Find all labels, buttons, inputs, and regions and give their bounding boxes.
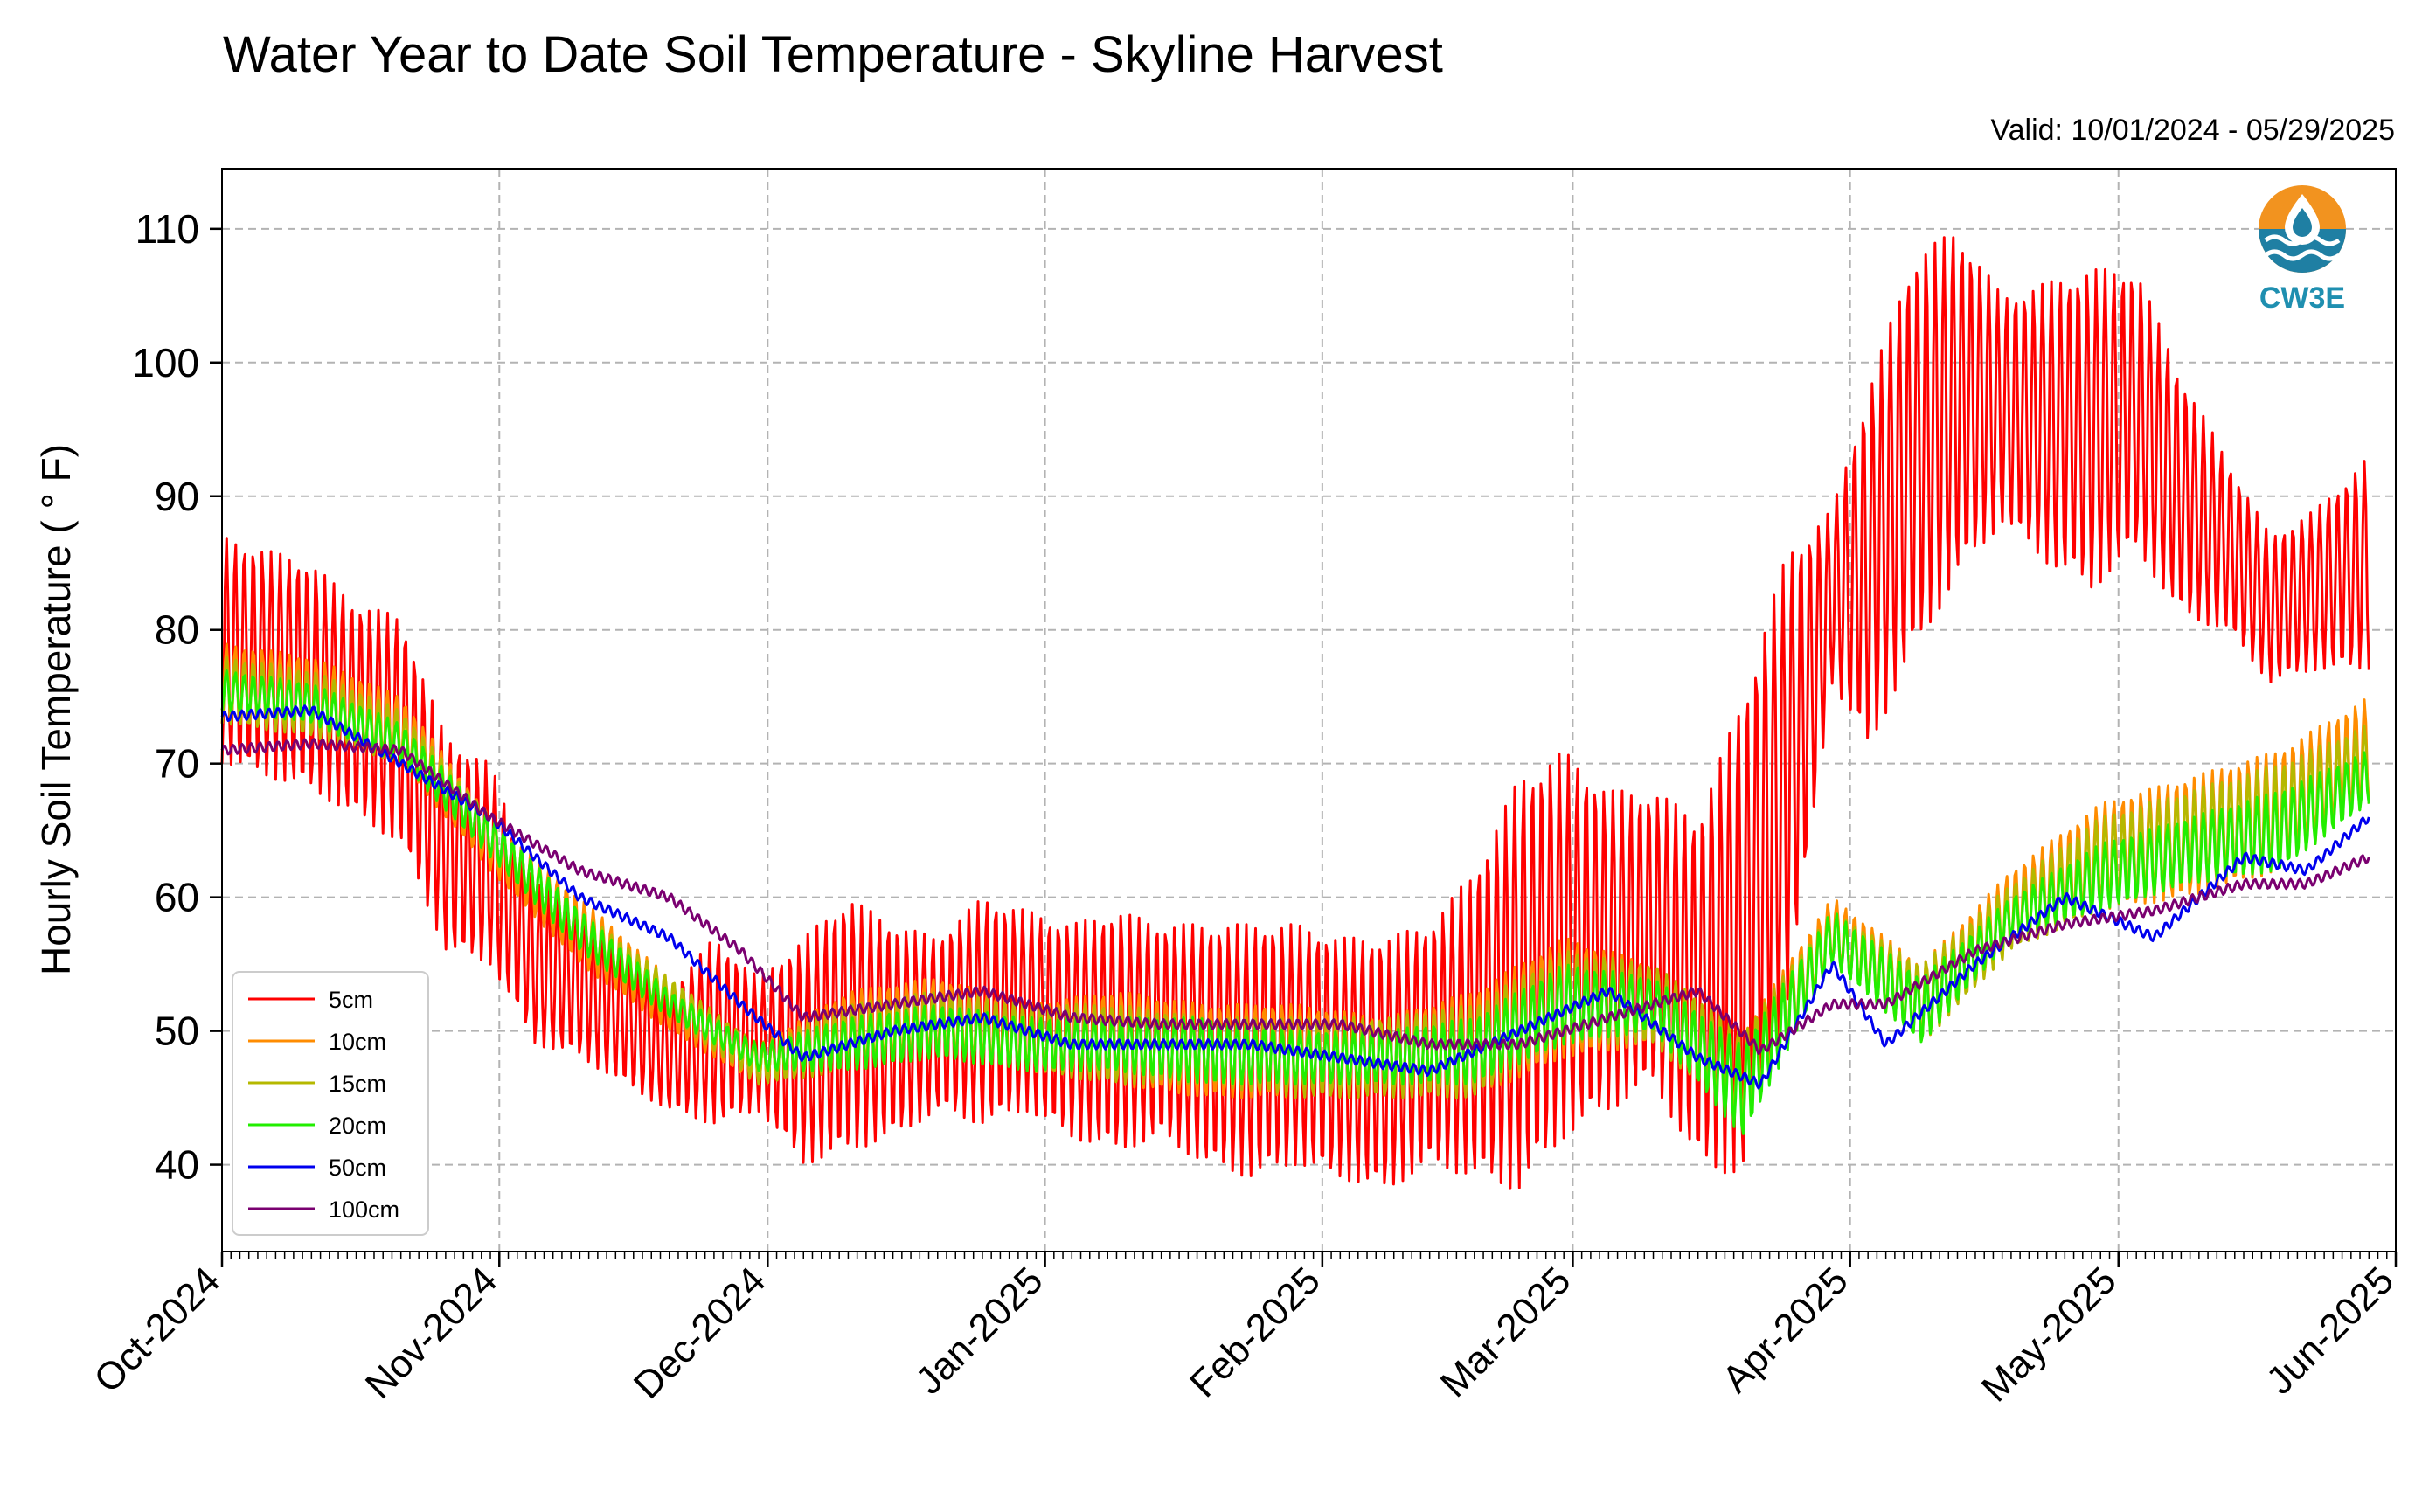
- series-line-5cm: [220, 236, 2370, 1190]
- chart-title: Water Year to Date Soil Temperature - Sk…: [223, 26, 1443, 83]
- series-line-20cm: [220, 669, 2370, 1135]
- y-tick-label: 90: [155, 474, 199, 519]
- x-tick-label: Dec-2024: [626, 1259, 774, 1407]
- legend-label-20cm: 20cm: [329, 1113, 386, 1139]
- legend-label-50cm: 50cm: [329, 1155, 386, 1181]
- x-tick-label: Jun-2025: [2259, 1259, 2402, 1402]
- y-tick-label: 110: [135, 206, 199, 252]
- x-tick-label: Oct-2024: [86, 1259, 228, 1401]
- legend: 5cm 10cm 15cm 20cm 50cm 100cm: [232, 971, 429, 1236]
- plot-frame: [221, 168, 2397, 1252]
- logo-text: CW3E: [2259, 281, 2345, 315]
- x-tick-label: Apr-2025: [1714, 1259, 1856, 1401]
- y-tick-label: 50: [155, 1009, 199, 1054]
- x-tick-label: Nov-2024: [357, 1259, 506, 1407]
- grid: [222, 169, 2396, 1252]
- x-tick-label: May-2025: [1974, 1259, 2125, 1410]
- legend-frame: [232, 971, 429, 1236]
- y-tick-label: 60: [155, 875, 199, 920]
- series-line-100cm: [220, 738, 2370, 1056]
- y-axis: 40 50 60 70 80 90 100 110: [132, 206, 222, 1188]
- y-tick-label: 70: [155, 741, 199, 787]
- legend-label-15cm: 15cm: [329, 1071, 386, 1097]
- x-tick-label: Jan-2025: [907, 1259, 1051, 1402]
- x-minor-ticks: [221, 1252, 2397, 1259]
- series-layer: [220, 236, 2370, 1190]
- legend-label-5cm: 5cm: [329, 987, 373, 1013]
- y-tick-label: 40: [155, 1142, 199, 1188]
- legend-label-10cm: 10cm: [329, 1029, 386, 1055]
- chart-subtitle: Valid: 10/01/2024 - 05/29/2025: [1990, 114, 2395, 147]
- y-tick-label: 100: [132, 340, 199, 385]
- x-tick-label: Feb-2025: [1182, 1259, 1329, 1405]
- x-tick-label: Mar-2025: [1433, 1259, 1579, 1405]
- logo-wave2-icon: [2264, 249, 2341, 261]
- cw3e-logo: CW3E: [2259, 185, 2346, 315]
- y-tick-label: 80: [155, 607, 199, 653]
- legend-label-100cm: 100cm: [329, 1196, 399, 1223]
- x-axis: Oct-2024 Nov-2024 Dec-2024 Jan-2025 Feb-2025…: [86, 1252, 2402, 1410]
- y-axis-label: Hourly Soil Temperature ( ° F): [33, 444, 79, 975]
